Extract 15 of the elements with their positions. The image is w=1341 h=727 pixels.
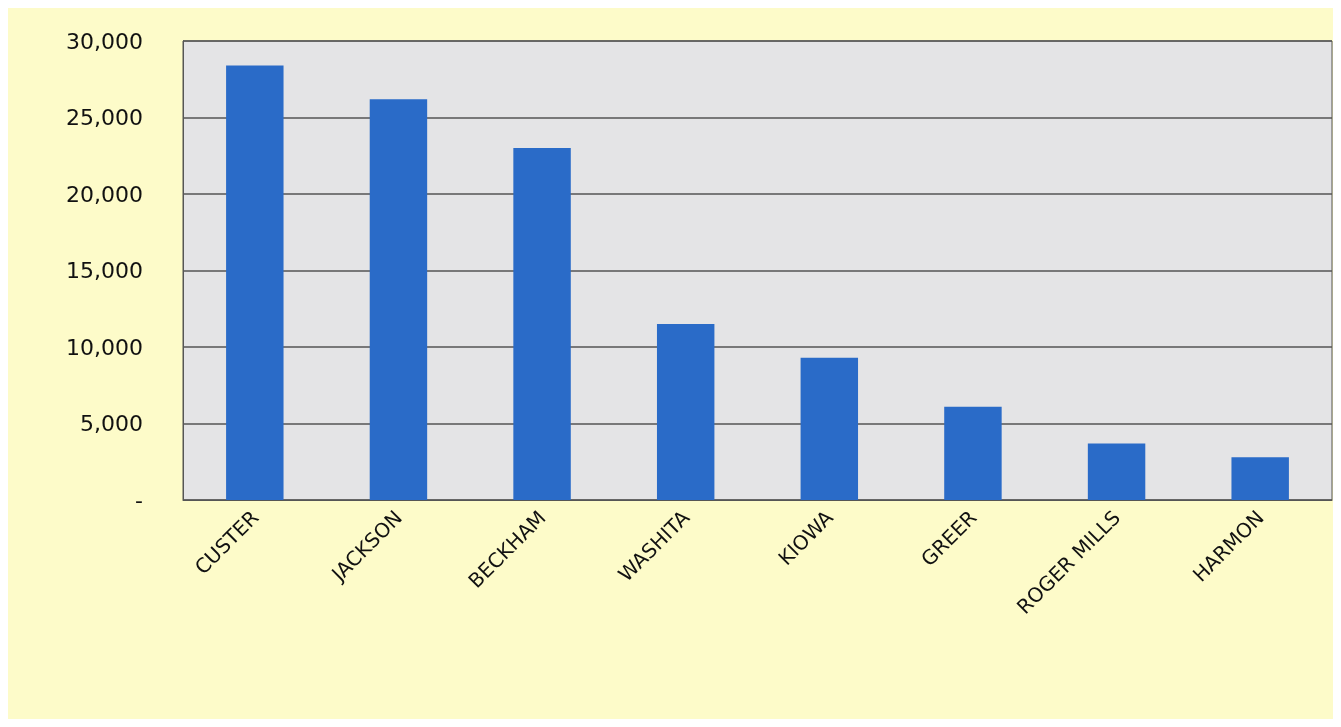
y-tick-label: 20,000 (66, 181, 143, 207)
bar (1087, 443, 1146, 500)
bar (226, 65, 284, 500)
bar (1231, 457, 1289, 500)
bar (800, 357, 859, 500)
bar (513, 148, 571, 500)
y-tick-label: 15,000 (66, 258, 143, 283)
y-tick-label: 25,000 (66, 105, 143, 130)
y-tick-label: 5,000 (80, 411, 143, 436)
y-tick-label: 30,000 (66, 28, 143, 54)
bar (369, 99, 428, 500)
y-tick-label: - (135, 487, 143, 513)
bar (944, 406, 1002, 500)
y-tick-label: 10,000 (66, 334, 143, 360)
bar (656, 324, 715, 500)
